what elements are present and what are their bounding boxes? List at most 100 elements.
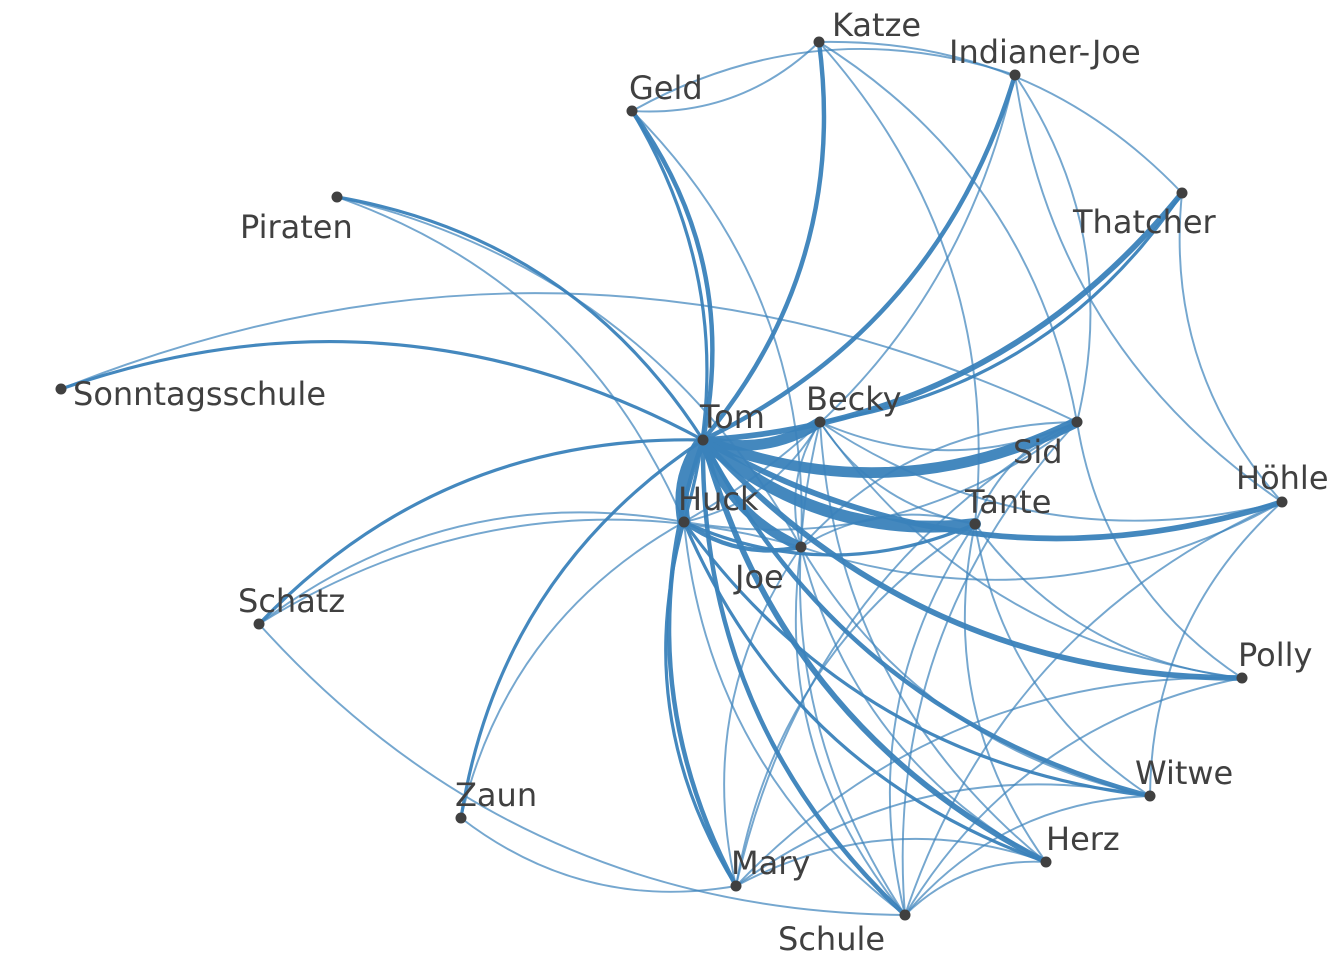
node-joe	[795, 541, 807, 553]
edge-tom-polly	[700, 437, 1245, 681]
node-label-indianer-joe: Indianer-Joe	[949, 33, 1141, 71]
node-label-mary: Mary	[731, 844, 810, 882]
node-sid	[1071, 416, 1083, 428]
edge-sid-schule	[901, 421, 1078, 916]
node-indianer-joe	[1009, 69, 1021, 81]
edge-tom-katze	[700, 39, 827, 443]
edge-hoehle-schule	[904, 501, 1283, 916]
nodes-layer	[55, 36, 1288, 921]
node-label-piraten: Piraten	[240, 208, 353, 246]
edge-huck-piraten	[336, 196, 685, 523]
node-tom	[697, 434, 709, 446]
edge-tom-mary	[666, 437, 739, 889]
edge-witwe-mary	[735, 783, 1151, 887]
node-label-katze: Katze	[832, 6, 921, 44]
edge-sid-katze	[818, 41, 1078, 423]
edge-huck-schule	[683, 521, 906, 916]
edge-becky-sid	[819, 421, 1078, 452]
edge-tom-indianer-joe	[700, 72, 1018, 443]
edge-joe-herz	[800, 546, 1047, 863]
edge-tante-katze	[818, 41, 980, 525]
node-hoehle	[1276, 496, 1288, 508]
edge-tom-zaun	[459, 438, 705, 820]
edge-tante-witwe	[974, 523, 1151, 797]
node-label-thatcher: Thatcher	[1072, 203, 1217, 241]
edge-thatcher-hoehle	[1178, 192, 1283, 503]
labels-layer: Tom Huck Becky Sid Tante Joe Katze Indianer-Joe…	[73, 6, 1329, 958]
edge-becky-hoehle	[819, 421, 1283, 522]
node-becky	[814, 416, 826, 428]
node-katze	[813, 36, 825, 48]
edge-polly-mary	[735, 676, 1243, 887]
node-label-zaun: Zaun	[455, 776, 537, 814]
node-thatcher	[1176, 187, 1188, 199]
edge-tante-polly	[974, 523, 1243, 679]
edge-huck-witwe	[682, 520, 1152, 798]
edge-tante-mary	[735, 523, 976, 887]
node-label-sonntagsschule: Sonntagsschule	[73, 375, 326, 413]
edge-becky-herz	[819, 421, 1047, 863]
node-label-herz: Herz	[1046, 820, 1120, 858]
node-label-schatz: Schatz	[238, 582, 345, 620]
edge-tom-hoehle	[700, 437, 1285, 542]
edge-tom-geld	[629, 108, 715, 443]
node-label-becky: Becky	[806, 380, 902, 418]
node-label-tom: Tom	[699, 398, 765, 436]
node-witwe	[1144, 790, 1156, 802]
edge-tante-herz	[963, 523, 1047, 863]
edges-layer	[59, 39, 1285, 918]
edge-witwe-schule	[904, 795, 1151, 916]
node-herz	[1040, 856, 1052, 868]
edge-sid-joe	[800, 421, 1078, 548]
node-mary	[730, 880, 742, 892]
edge-joe-schatz	[258, 518, 802, 625]
node-label-hoehle: Höhle	[1236, 459, 1329, 497]
edge-tom-thatcher	[700, 190, 1185, 443]
edge-herz-schule	[904, 860, 1047, 916]
edge-sid-sonntagsschule	[60, 292, 1078, 423]
node-zaun	[455, 812, 467, 824]
edge-becky-thatcher	[818, 191, 1184, 424]
node-label-schule: Schule	[778, 920, 885, 958]
node-label-geld: Geld	[629, 69, 703, 107]
edge-indianer-joe-geld	[631, 47, 1016, 112]
edge-sid-polly	[1076, 421, 1243, 679]
edge-joe-witwe	[800, 546, 1151, 797]
edge-geld-katze	[631, 41, 820, 113]
node-label-polly: Polly	[1238, 636, 1312, 674]
node-label-tante: Tante	[964, 483, 1051, 521]
edge-huck-joe	[681, 519, 804, 553]
edge-sid-mary	[735, 421, 1078, 887]
edge-joe-piraten	[336, 196, 802, 548]
node-label-witwe: Witwe	[1135, 754, 1233, 792]
edge-tante-joe	[800, 513, 976, 548]
node-sonntagsschule	[55, 383, 67, 395]
edge-herz-mary	[735, 837, 1047, 887]
edge-tante-schule	[888, 523, 976, 916]
edge-huck-schatz	[258, 511, 685, 625]
edge-tom-witwe	[700, 437, 1153, 799]
edge-huck-indianer-joe	[683, 74, 1016, 523]
edge-becky-joe	[794, 421, 821, 548]
edge-joe-geld	[631, 110, 803, 548]
edge-joe-mary	[723, 546, 802, 887]
node-tante	[969, 518, 981, 530]
node-label-huck: Huck	[678, 480, 759, 518]
edge-polly-schule	[904, 677, 1243, 916]
edge-sid-indianer-joe	[1014, 74, 1092, 423]
edge-joe-schule	[794, 546, 906, 916]
node-label-joe: Joe	[733, 558, 784, 596]
edge-becky-schule	[799, 421, 906, 916]
edge-schatz-schule	[258, 623, 906, 916]
node-piraten	[331, 191, 343, 203]
node-polly	[1236, 672, 1248, 684]
edge-indianer-joe-hoehle	[1014, 74, 1283, 503]
edge-tom-schatz	[257, 438, 705, 626]
node-geld	[626, 105, 638, 117]
edge-zaun-mary	[460, 817, 737, 893]
edge-tom-piraten	[335, 195, 705, 442]
edge-huck-geld	[630, 109, 709, 524]
edge-huck-herz	[682, 520, 1048, 864]
node-schule	[899, 909, 911, 921]
edge-hoehle-witwe	[1149, 501, 1283, 797]
